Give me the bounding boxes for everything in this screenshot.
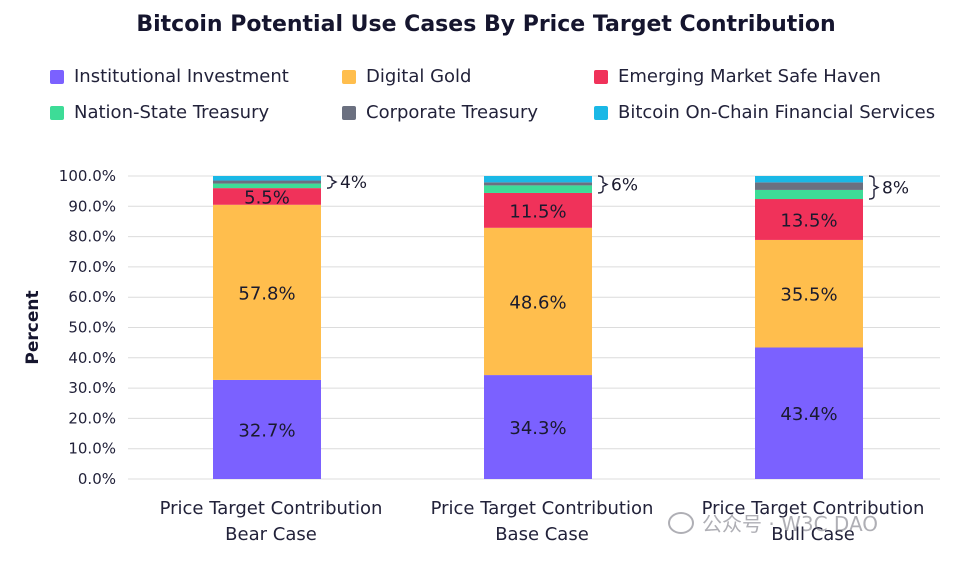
legend-item-digital-gold: Digital Gold (342, 66, 472, 87)
legend-item-corporate-treasury: Corporate Treasury (342, 102, 538, 123)
data-label: 32.7% (238, 420, 295, 441)
legend-label: Bitcoin On-Chain Financial Services (618, 102, 936, 123)
data-label: 35.5% (780, 285, 837, 306)
bar-segment (755, 176, 863, 183)
legend-swatch (50, 69, 64, 84)
y-tick-label: 10.0% (68, 440, 116, 458)
bar-segment (213, 379, 321, 479)
legend-label: Digital Gold (366, 66, 472, 87)
bracket-annotation (868, 175, 880, 200)
bar-segment (484, 192, 592, 228)
annotation-label: 6% (611, 175, 638, 195)
y-tick-label: 20.0% (68, 409, 116, 427)
x-tick-label: Base Case (495, 524, 589, 545)
wechat-icon (668, 511, 694, 534)
bar-segment (755, 199, 863, 240)
y-tick-label: 30.0% (68, 379, 116, 397)
legend-item-nation-state-treasury: Nation-State Treasury (50, 102, 269, 123)
bracket-annotation (597, 175, 609, 194)
legend-item-bitcoin-on-chain-financial-services: Bitcoin On-Chain Financial Services (594, 102, 935, 123)
x-tick-label: Price Target Contribution (431, 498, 654, 519)
data-label: 48.6% (509, 292, 566, 313)
bar-segment (484, 375, 592, 479)
y-tick-label: 100.0% (59, 167, 116, 185)
x-tick-label: Price Target Contribution (160, 498, 383, 519)
data-label: 57.8% (238, 283, 295, 304)
bar-segment (755, 189, 863, 200)
bar-segment (755, 239, 863, 348)
bar-segment (213, 204, 321, 380)
y-tick-label: 70.0% (68, 258, 116, 276)
data-label: 43.4% (780, 404, 837, 425)
y-tick-label: 50.0% (68, 319, 116, 337)
chart-legend: Institutional Investment Digital Gold Em… (50, 66, 960, 136)
bar-segment (484, 176, 592, 183)
y-tick-label: 90.0% (68, 197, 116, 215)
watermark-text: 公众号 · W3C DAO (702, 512, 879, 536)
y-tick-label: 80.0% (68, 228, 116, 246)
x-tick-label: Bull Case (771, 524, 855, 545)
data-label: 13.5% (780, 210, 837, 231)
y-tick-label: 0.0% (78, 470, 116, 488)
x-tick-label: Bear Case (225, 524, 317, 545)
annotation-label: 4% (340, 173, 367, 193)
legend-swatch (50, 105, 64, 120)
legend-swatch (342, 105, 356, 120)
bar-segment (213, 183, 321, 189)
legend-item-emerging-market-safe-haven: Emerging Market Safe Haven (594, 66, 881, 87)
legend-swatch (342, 69, 356, 84)
data-label: 11.5% (509, 201, 566, 222)
bar-segment (484, 182, 592, 186)
watermark: 公众号 · W3C DAO (668, 508, 878, 537)
annotation-label: 8% (882, 179, 909, 199)
y-tick-label: 60.0% (68, 288, 116, 306)
bar-segment (755, 347, 863, 479)
bracket-annotation (326, 175, 338, 189)
bar-segment (213, 176, 321, 181)
bar-segment (484, 227, 592, 376)
legend-swatch (594, 69, 608, 84)
y-axis-label: Percent (23, 290, 43, 364)
legend-label: Corporate Treasury (366, 102, 539, 123)
data-label: 5.5% (244, 187, 290, 208)
bar-segment (755, 182, 863, 190)
x-tick-label: Price Target Contribution (702, 498, 925, 519)
chart-title: Bitcoin Potential Use Cases By Price Tar… (136, 12, 836, 37)
bar-segment (484, 185, 592, 193)
legend-item-institutional-investment: Institutional Investment (50, 66, 289, 87)
y-tick-label: 40.0% (68, 349, 116, 367)
bar-segment (213, 188, 321, 205)
legend-label: Institutional Investment (74, 66, 289, 87)
legend-swatch (594, 105, 608, 120)
data-label: 34.3% (509, 418, 566, 439)
bar-segment (213, 180, 321, 184)
legend-label: Nation-State Treasury (74, 102, 270, 123)
legend-label: Emerging Market Safe Haven (618, 66, 881, 87)
